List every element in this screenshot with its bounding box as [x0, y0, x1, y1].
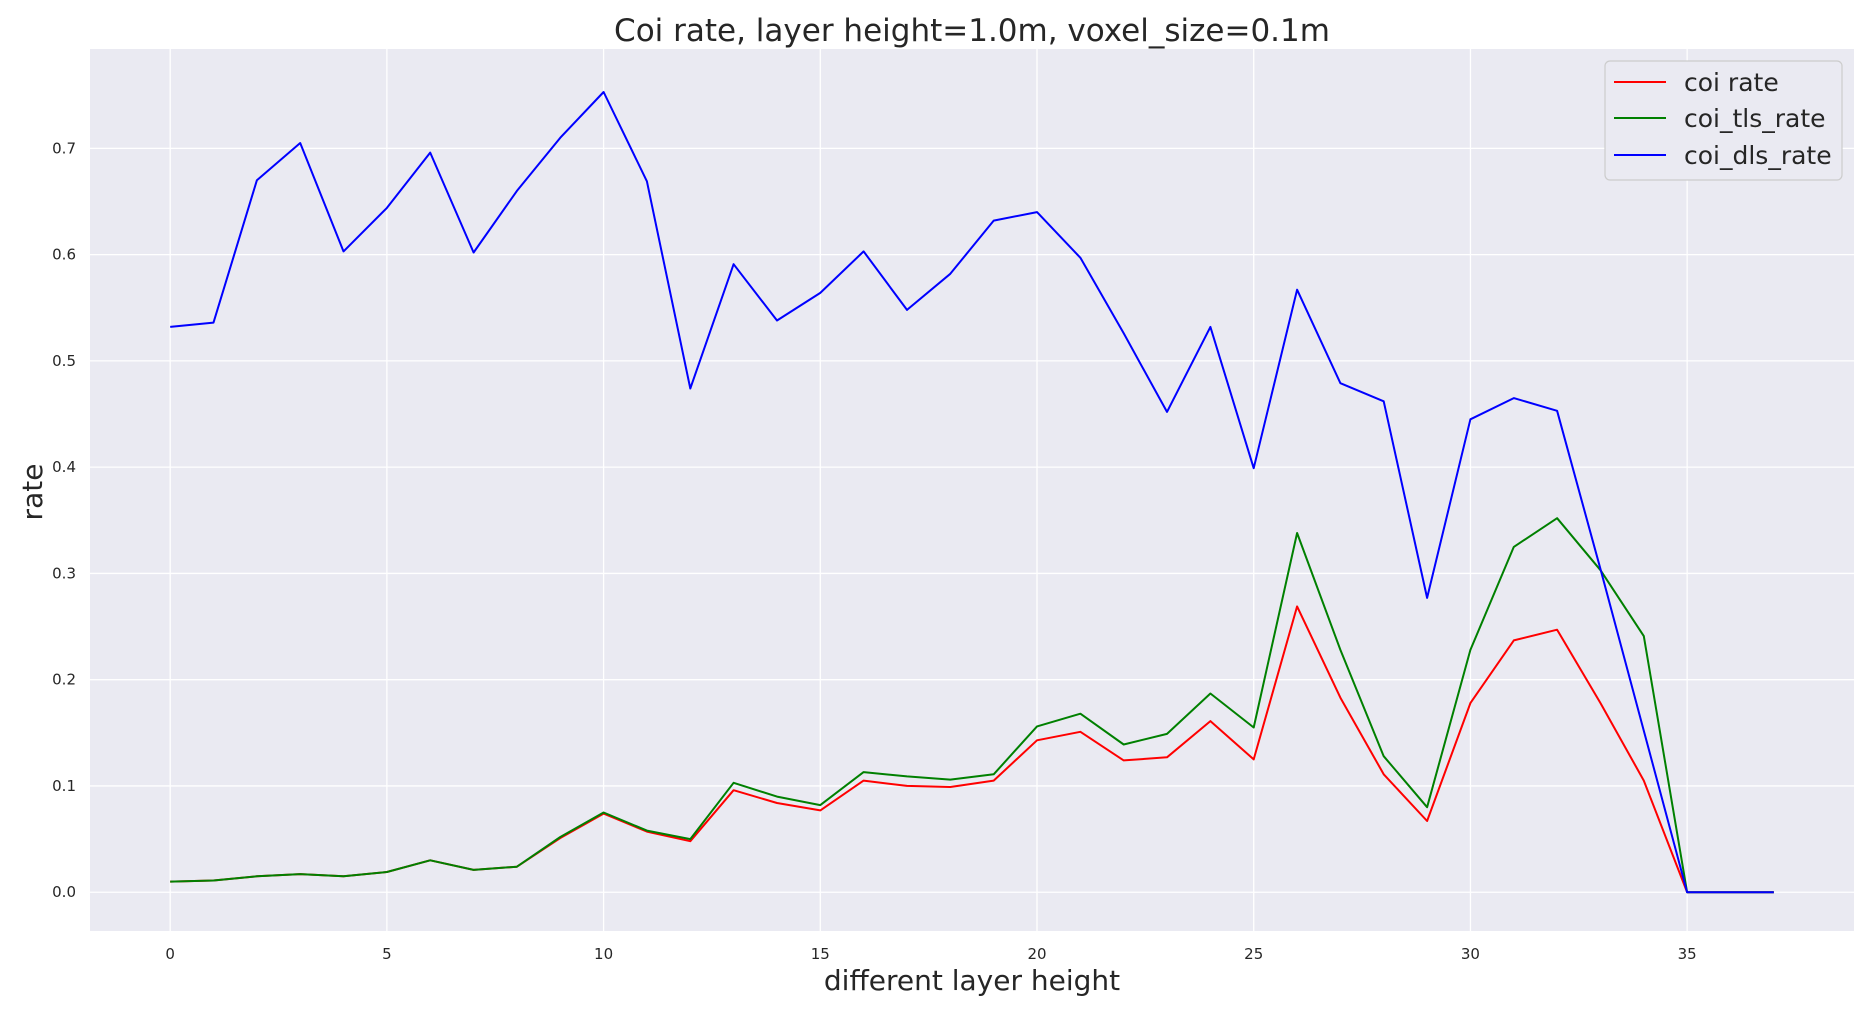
y-tick-label: 0.7 [52, 139, 76, 157]
x-tick-label: 10 [594, 945, 613, 963]
y-tick-label: 0.6 [52, 246, 76, 264]
series-lines [170, 91, 1774, 894]
legend-label-coi-dls-rate: coi_dls_rate [1684, 141, 1832, 170]
y-axis-tick-labels: 0.0 0.1 0.2 0.3 0.4 0.5 0.6 0.7 [52, 139, 76, 901]
y-tick-label: 0.2 [52, 671, 76, 689]
y-tick-label: 0.5 [52, 352, 76, 370]
x-axis-label: different layer height [824, 964, 1120, 997]
chart-title: Coi rate, layer height=1.0m, voxel_size=… [614, 13, 1330, 49]
legend-box [1604, 60, 1843, 181]
x-tick-label: 30 [1461, 945, 1480, 963]
y-tick-label: 0.3 [52, 564, 76, 582]
series-line-coi-tls-rate [170, 517, 1774, 894]
x-tick-label: 35 [1678, 945, 1697, 963]
x-tick-label: 20 [1027, 945, 1046, 963]
x-axis-tick-labels: 0 5 10 15 20 25 30 35 [165, 945, 1696, 963]
legend: coi rate coi_tls_rate coi_dls_rate [1604, 60, 1843, 181]
y-tick-label: 0.4 [52, 458, 76, 476]
x-tick-label: 15 [811, 945, 830, 963]
legend-label-coi-rate: coi rate [1684, 68, 1779, 97]
legend-label-coi-tls-rate: coi_tls_rate [1684, 104, 1826, 133]
x-tick-label: 0 [165, 945, 175, 963]
y-tick-label: 0.0 [52, 883, 76, 901]
x-tick-label: 25 [1244, 945, 1263, 963]
x-tick-label: 5 [382, 945, 392, 963]
grid-lines [90, 49, 1854, 931]
y-tick-label: 0.1 [52, 777, 76, 795]
y-axis-label: rate [16, 464, 49, 521]
series-line-coi-dls-rate [170, 91, 1774, 894]
plot-area-background [90, 49, 1854, 931]
